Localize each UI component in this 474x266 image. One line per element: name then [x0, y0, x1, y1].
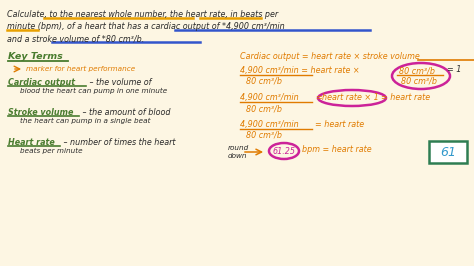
- Text: Cardiac output = heart rate × stroke volume: Cardiac output = heart rate × stroke vol…: [240, 52, 420, 61]
- Text: = heart rate: = heart rate: [381, 93, 430, 102]
- Text: Stroke volume: Stroke volume: [8, 108, 73, 117]
- FancyBboxPatch shape: [429, 141, 467, 163]
- Text: 4,900 cm³/min: 4,900 cm³/min: [240, 120, 299, 129]
- Text: Key Terms: Key Terms: [8, 52, 63, 61]
- Text: 4,900 cm³/min: 4,900 cm³/min: [240, 93, 299, 102]
- Text: 61: 61: [440, 146, 456, 159]
- Text: the heart can pump in a single beat: the heart can pump in a single beat: [20, 118, 151, 124]
- Text: bpm = heart rate: bpm = heart rate: [302, 145, 372, 154]
- Text: Heart rate: Heart rate: [8, 138, 55, 147]
- Text: and a stroke volume of *80 cm³/b.: and a stroke volume of *80 cm³/b.: [7, 34, 144, 43]
- Text: 80 cm³/b: 80 cm³/b: [399, 66, 435, 75]
- Text: Calculate, to the nearest whole number, the heart rate, in beats per: Calculate, to the nearest whole number, …: [7, 10, 278, 19]
- Text: minute (bpm), of a heart that has a cardiac output of *4,900 cm³/min: minute (bpm), of a heart that has a card…: [7, 22, 285, 31]
- Text: marker for heart performance: marker for heart performance: [26, 66, 135, 72]
- Text: beats per minute: beats per minute: [20, 148, 82, 154]
- Text: 4,900 cm³/min = heart rate ×: 4,900 cm³/min = heart rate ×: [240, 66, 360, 75]
- Text: blood the heart can pump in one minute: blood the heart can pump in one minute: [20, 88, 167, 94]
- Text: 61.25: 61.25: [273, 147, 295, 156]
- Text: – number of times the heart: – number of times the heart: [61, 138, 175, 147]
- Text: =: =: [315, 93, 322, 102]
- Text: – the amount of blood: – the amount of blood: [80, 108, 171, 117]
- Text: down: down: [228, 153, 247, 159]
- Text: Cardiac output: Cardiac output: [8, 78, 75, 87]
- Text: – the volume of: – the volume of: [87, 78, 152, 87]
- Text: 80 cm³/b: 80 cm³/b: [246, 131, 282, 140]
- Text: = heart rate: = heart rate: [315, 120, 364, 129]
- Text: 80 cm³/b: 80 cm³/b: [246, 104, 282, 113]
- Text: heart rate × 1: heart rate × 1: [322, 93, 379, 102]
- Text: = 1: = 1: [447, 65, 461, 74]
- Text: round: round: [228, 145, 249, 151]
- Text: 80 cm³/b: 80 cm³/b: [246, 77, 282, 86]
- Text: 80 cm³/b: 80 cm³/b: [401, 77, 437, 86]
